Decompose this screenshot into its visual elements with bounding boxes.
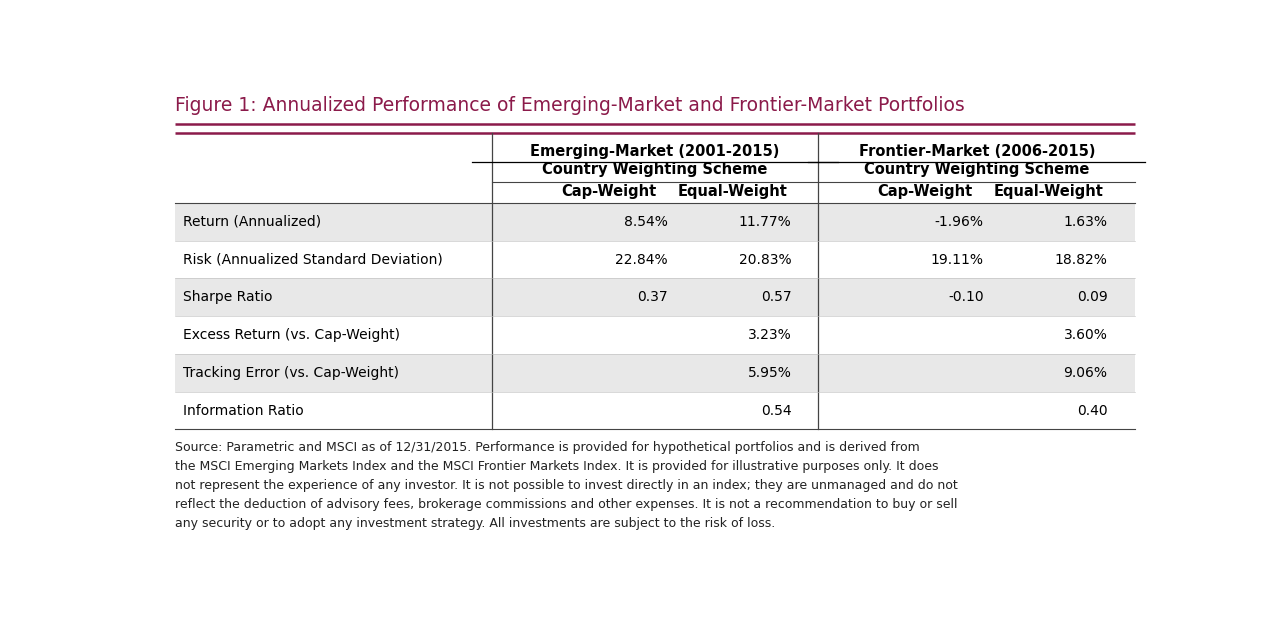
Text: 3.23%: 3.23% [748, 328, 791, 342]
Text: Source: Parametric and MSCI as of 12/31/2015. Performance is provided for hypoth: Source: Parametric and MSCI as of 12/31/… [175, 441, 957, 530]
Text: Tracking Error (vs. Cap-Weight): Tracking Error (vs. Cap-Weight) [183, 366, 399, 380]
Text: Cap-Weight: Cap-Weight [561, 184, 656, 199]
Text: Return (Annualized): Return (Annualized) [183, 215, 321, 229]
Text: 3.60%: 3.60% [1063, 328, 1108, 342]
Text: 0.37: 0.37 [638, 290, 668, 305]
Text: 20.83%: 20.83% [739, 253, 791, 267]
Bar [175, 354, 1135, 392]
Text: Cap-Weight: Cap-Weight [877, 184, 973, 199]
Bar [175, 279, 1135, 316]
Text: 22.84%: 22.84% [615, 253, 668, 267]
Text: 18.82%: 18.82% [1054, 253, 1108, 267]
Text: Equal-Weight: Equal-Weight [993, 184, 1103, 199]
Text: Excess Return (vs. Cap-Weight): Excess Return (vs. Cap-Weight) [183, 328, 400, 342]
Text: 19.11%: 19.11% [930, 253, 984, 267]
Text: Figure 1: Annualized Performance of Emerging-Market and Frontier-Market Portfoli: Figure 1: Annualized Performance of Emer… [175, 96, 965, 115]
Text: 9.06%: 9.06% [1063, 366, 1108, 380]
Text: 0.57: 0.57 [760, 290, 791, 305]
Bar [175, 203, 1135, 241]
Text: 11.77%: 11.77% [739, 215, 791, 229]
Text: 8.54%: 8.54% [624, 215, 668, 229]
Text: 0.54: 0.54 [760, 404, 791, 417]
Text: -0.10: -0.10 [948, 290, 984, 305]
Text: Frontier-Market (2006-2015): Frontier-Market (2006-2015) [859, 144, 1095, 159]
Text: 5.95%: 5.95% [748, 366, 791, 380]
Text: 1.63%: 1.63% [1063, 215, 1108, 229]
Text: Emerging-Market (2001-2015): Emerging-Market (2001-2015) [530, 144, 780, 159]
Text: -1.96%: -1.96% [934, 215, 984, 229]
Text: 0.40: 0.40 [1077, 404, 1108, 417]
Text: Country Weighting Scheme: Country Weighting Scheme [542, 162, 768, 177]
Text: Equal-Weight: Equal-Weight [677, 184, 787, 199]
Text: Sharpe Ratio: Sharpe Ratio [183, 290, 272, 305]
Text: Information Ratio: Information Ratio [183, 404, 303, 417]
Text: 0.09: 0.09 [1077, 290, 1108, 305]
Text: Country Weighting Scheme: Country Weighting Scheme [864, 162, 1090, 177]
Text: Risk (Annualized Standard Deviation): Risk (Annualized Standard Deviation) [183, 253, 442, 267]
